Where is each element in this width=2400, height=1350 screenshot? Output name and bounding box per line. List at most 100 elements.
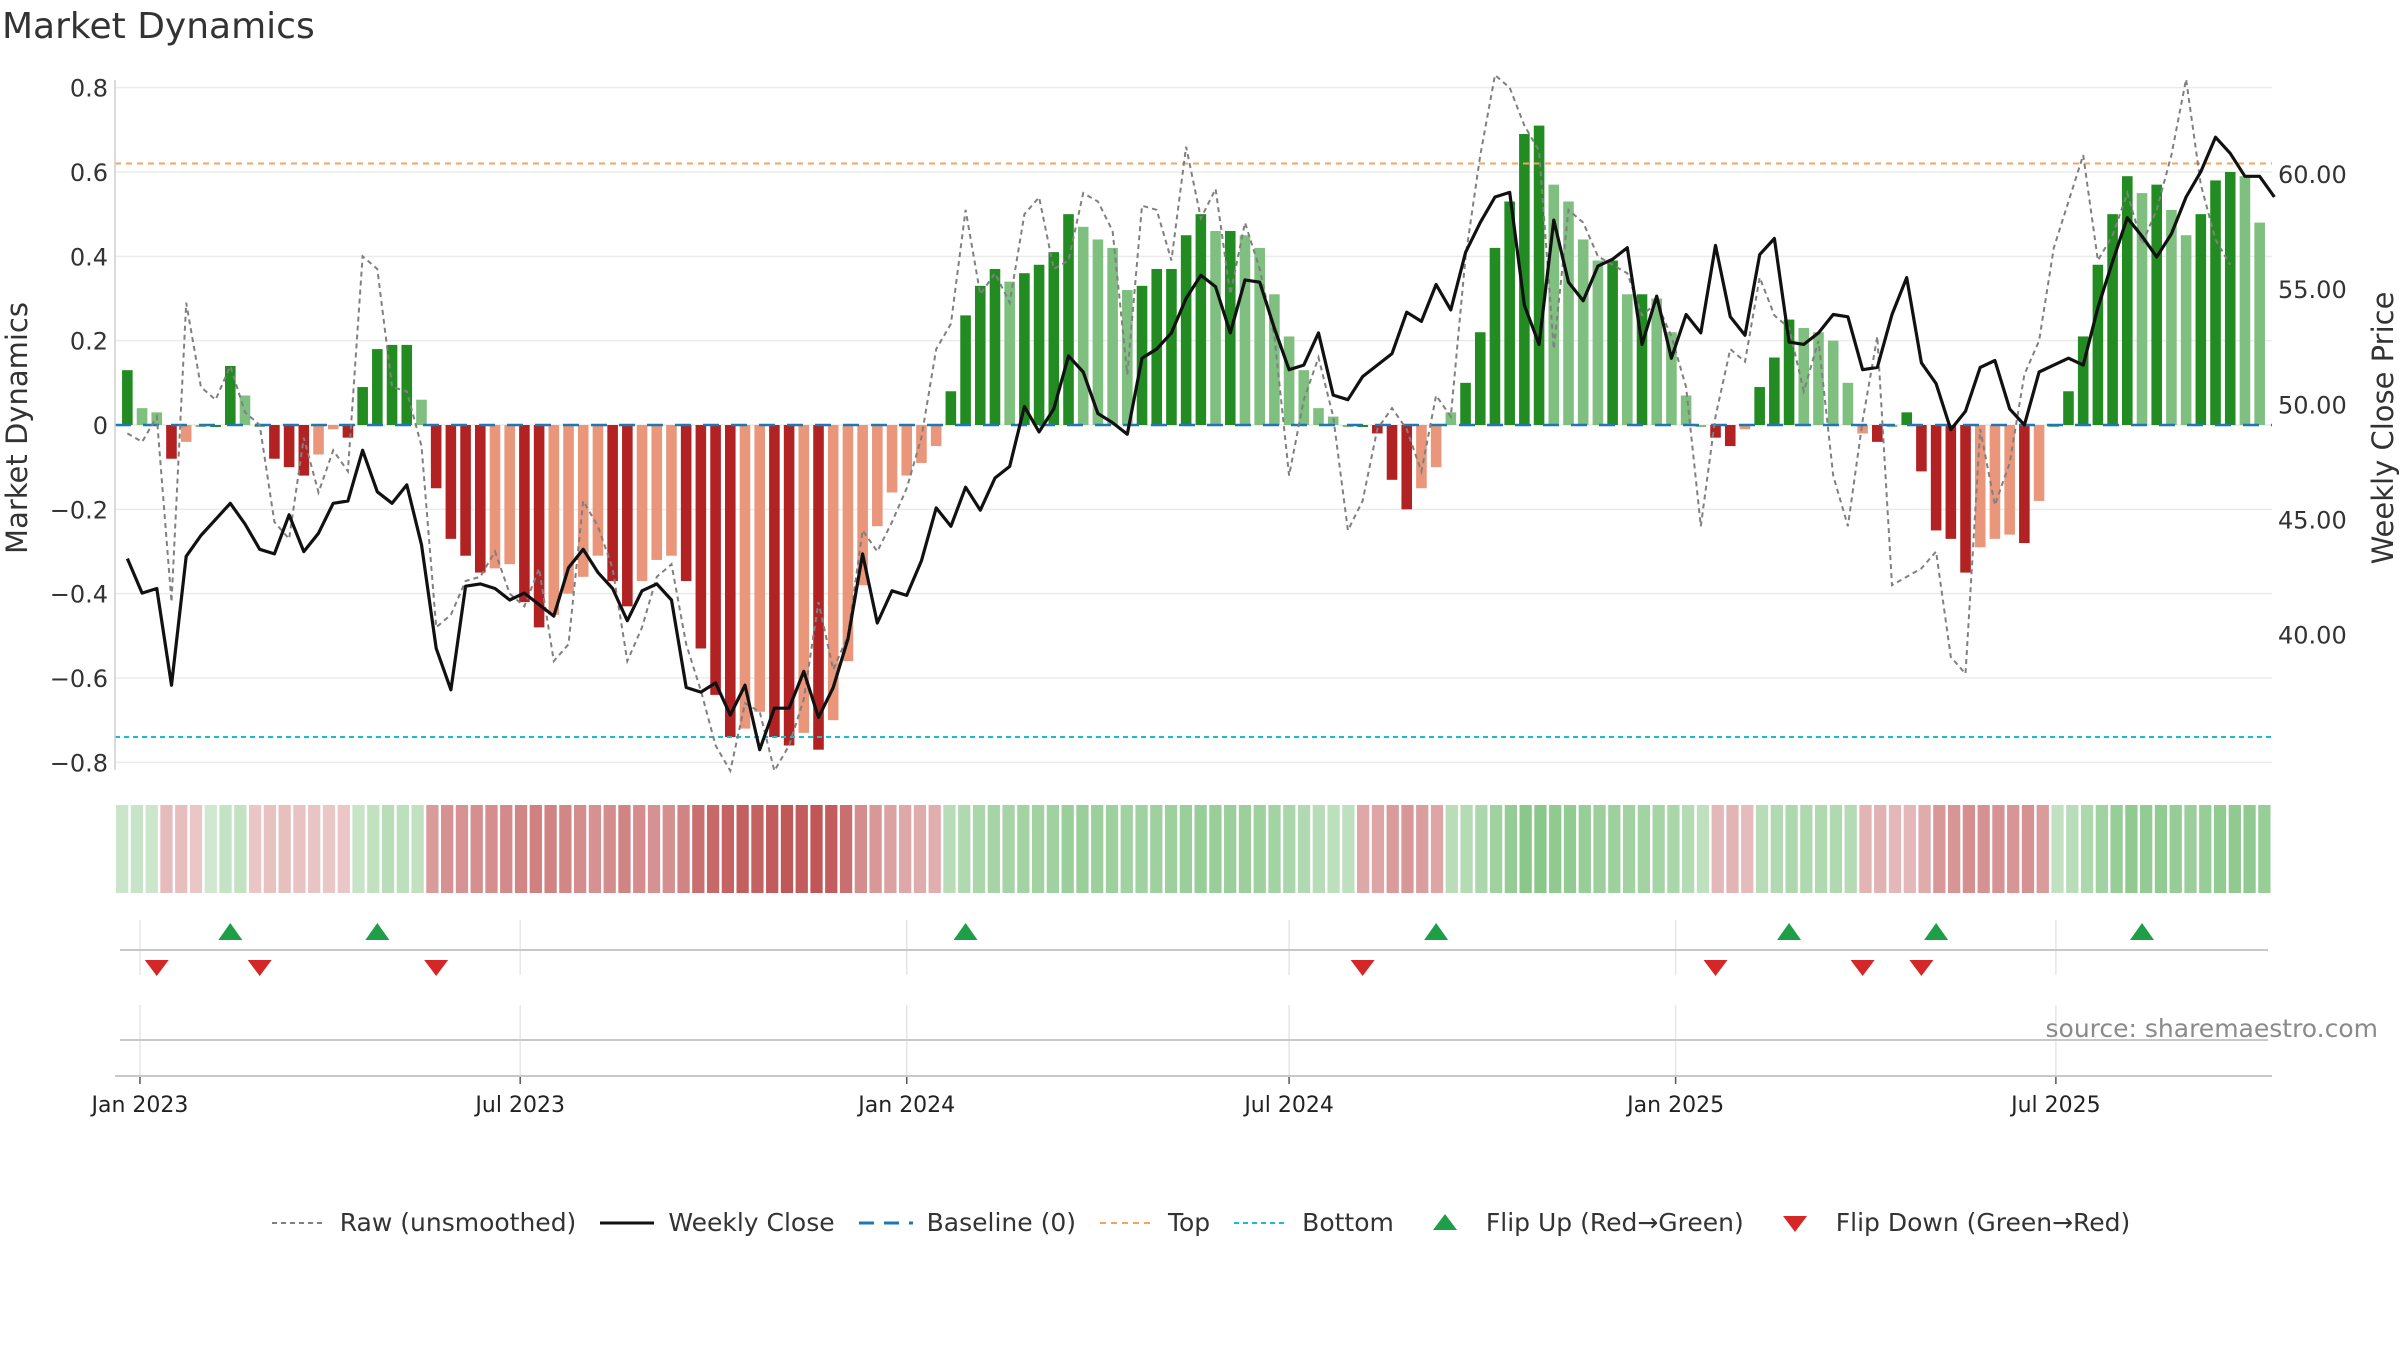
dynamics-bar: [695, 425, 707, 649]
dynamics-bar: [1680, 395, 1692, 425]
state-cell: [500, 805, 513, 893]
dynamics-bar: [1607, 260, 1618, 425]
state-cell: [2184, 805, 2197, 893]
state-cell: [2066, 805, 2079, 893]
dynamics-bar: [1460, 382, 1471, 425]
dynamics-bar: [2195, 214, 2207, 425]
dynamics-bar: [1313, 408, 1324, 425]
dynamics-bar: [1739, 425, 1751, 430]
dynamics-bar: [372, 349, 383, 425]
state-cell: [588, 805, 602, 893]
state-cell: [2243, 805, 2256, 893]
dynamics-bar: [1930, 425, 1942, 531]
dynamics-bar: [1063, 214, 1074, 425]
state-cell: [1017, 805, 1030, 893]
dynamics-bar: [636, 425, 648, 582]
state-cell: [1179, 805, 1192, 893]
legend-label: Flip Down (Green→Red): [1835, 1208, 2131, 1237]
state-cell: [1091, 805, 1104, 893]
series-lines: [125, 73, 2276, 774]
state-cell: [692, 805, 705, 893]
dynamics-bar: [2180, 235, 2192, 425]
legend-symbol-flip-up: [1432, 1213, 1457, 1230]
state-cell: [1268, 805, 1281, 893]
state-cell: [189, 805, 203, 893]
dynamics-bars: [122, 125, 2265, 750]
state-cell: [1992, 805, 2005, 893]
state-cell: [514, 805, 528, 893]
state-cell: [647, 805, 661, 893]
y-right-tick-label: 60.00: [2278, 161, 2347, 189]
dynamics-bar: [1092, 239, 1104, 425]
state-cell: [529, 805, 542, 893]
y-left-tick-label: 0.8: [70, 75, 108, 103]
dynamics-bar: [1019, 273, 1030, 425]
dynamics-bar: [1710, 425, 1721, 438]
legend-label: Raw (unsmoothed): [339, 1208, 577, 1237]
state-cell: [1844, 805, 1857, 893]
flip-markers: [144, 923, 2155, 976]
dynamics-bar: [930, 425, 942, 447]
dynamics-bar: [445, 425, 457, 539]
dynamics-bar: [1901, 412, 1913, 425]
legend-item-flip-up: Flip Up (Red→Green): [1416, 1208, 1744, 1237]
dynamics-bar: [122, 370, 133, 425]
dynamics-bar: [1430, 425, 1442, 468]
state-cell: [928, 805, 941, 893]
dynamics-bar: [1813, 332, 1824, 425]
dynamics-bar: [886, 425, 898, 493]
level-lines: [115, 162, 2272, 739]
state-cell: [1002, 805, 1015, 893]
state-cell: [396, 805, 409, 893]
y-left-tick-label: −0.8: [50, 749, 108, 777]
state-cell: [1164, 805, 1178, 893]
state-cell: [130, 805, 144, 893]
dynamics-bar: [1989, 425, 2001, 539]
dynamics-bar: [2077, 336, 2089, 425]
state-cell: [263, 805, 277, 893]
state-cell: [145, 805, 158, 893]
legend-symbol-flip-down: [1782, 1215, 1807, 1232]
state-cell: [1947, 805, 1961, 893]
state-cell: [1105, 805, 1119, 893]
y-right-tick-label: 40.00: [2278, 622, 2347, 650]
y-right-axis-title: Weekly Close Price: [2366, 292, 2400, 565]
dynamics-bar: [1489, 247, 1501, 425]
state-cell: [1519, 805, 1532, 893]
y-right-tick-label: 45.00: [2278, 506, 2347, 534]
dynamics-bar: [401, 344, 413, 425]
dynamics-bar: [1166, 268, 1177, 425]
state-cell: [1933, 805, 1946, 893]
legend-symbol-top: [1099, 1221, 1154, 1224]
y-left-tick-label: 0.6: [70, 159, 108, 187]
state-cell: [1800, 805, 1813, 893]
dynamics-bar: [210, 425, 221, 427]
dynamics-bar: [224, 365, 236, 425]
state-cell: [160, 805, 173, 893]
dynamics-bar: [166, 425, 177, 459]
state-cell: [352, 805, 365, 893]
state-cell: [1401, 805, 1414, 893]
dynamics-bar: [269, 425, 280, 459]
state-cell: [1297, 805, 1311, 893]
dynamics-bar: [2092, 264, 2104, 425]
state-cell: [1253, 805, 1266, 893]
dynamics-bar: [2239, 176, 2251, 425]
flip-down-marker: [1909, 960, 1934, 976]
legend-item-baseline: Baseline (0): [857, 1208, 1076, 1237]
dynamics-bar: [1974, 425, 1986, 548]
dynamics-bar: [857, 425, 868, 586]
x-tick-label: Jan 2024: [856, 1093, 955, 1118]
legend-label: Flip Up (Red→Green): [1485, 1208, 1744, 1237]
flip-signal-panel: [120, 920, 2268, 975]
dynamics-bar: [1416, 425, 1427, 489]
dynamics-bar: [2107, 214, 2118, 425]
state-cell: [1726, 805, 1739, 893]
dynamics-bar: [533, 425, 545, 628]
state-cell: [1593, 805, 1606, 893]
chart-title: Market Dynamics: [2, 6, 315, 47]
state-cell: [1918, 805, 1931, 893]
dynamics-bar: [827, 425, 839, 721]
state-cell: [337, 805, 350, 893]
dynamics-bar: [901, 425, 913, 476]
